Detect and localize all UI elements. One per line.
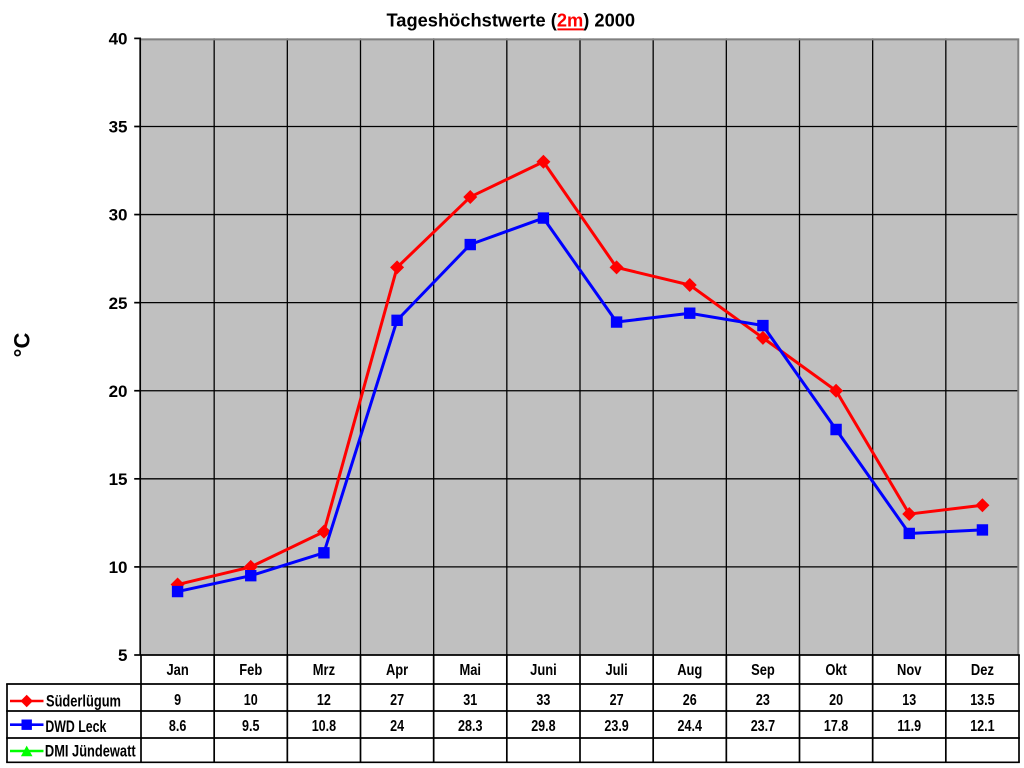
svg-text:20: 20 (829, 691, 843, 709)
svg-text:11.9: 11.9 (897, 717, 921, 735)
svg-text:26: 26 (683, 691, 697, 709)
svg-text:Okt: Okt (825, 662, 847, 679)
svg-text:Jan: Jan (166, 662, 188, 679)
svg-text:35: 35 (109, 118, 128, 137)
svg-text:Süderlügum: Süderlügum (46, 693, 121, 711)
svg-text:9: 9 (174, 691, 181, 709)
svg-text:DWD Leck: DWD Leck (45, 718, 107, 736)
svg-text:29.8: 29.8 (531, 717, 556, 735)
svg-text:Dez: Dez (971, 662, 994, 679)
svg-text:28.3: 28.3 (458, 717, 483, 735)
svg-text:23.7: 23.7 (751, 717, 776, 735)
svg-text:24.4: 24.4 (678, 717, 703, 735)
svg-text:8.6: 8.6 (169, 717, 187, 735)
svg-text:20: 20 (109, 382, 128, 401)
svg-text:31: 31 (463, 691, 477, 709)
svg-text:5: 5 (118, 646, 127, 665)
svg-text:27: 27 (390, 691, 404, 709)
svg-text:Mrz: Mrz (313, 662, 335, 679)
svg-text:12.1: 12.1 (970, 717, 995, 735)
svg-text:9.5: 9.5 (242, 717, 260, 735)
svg-text:Nov: Nov (897, 662, 922, 679)
svg-text:Feb: Feb (239, 662, 262, 679)
svg-text:24: 24 (390, 717, 404, 735)
svg-text:10: 10 (109, 558, 128, 577)
svg-text:12: 12 (317, 691, 331, 709)
svg-text:33: 33 (536, 691, 550, 709)
svg-text:40: 40 (109, 30, 128, 49)
svg-text:Tageshöchstwerte (2m) 2000: Tageshöchstwerte (2m) 2000 (387, 10, 636, 31)
svg-text:10: 10 (244, 691, 258, 709)
svg-text:DMI Jündewatt: DMI Jündewatt (45, 743, 136, 761)
svg-text:13: 13 (902, 691, 916, 709)
svg-text:13.5: 13.5 (970, 691, 995, 709)
svg-text:Juni: Juni (530, 662, 557, 679)
svg-text:23: 23 (756, 691, 770, 709)
svg-text:23.9: 23.9 (604, 717, 629, 735)
svg-text:Apr: Apr (386, 662, 409, 679)
svg-text:°C: °C (10, 333, 35, 358)
svg-text:17.8: 17.8 (824, 717, 849, 735)
svg-text:10.8: 10.8 (312, 717, 337, 735)
svg-text:Mai: Mai (459, 662, 481, 679)
svg-text:30: 30 (109, 206, 128, 225)
svg-text:Juli: Juli (605, 662, 627, 679)
svg-text:Aug: Aug (677, 662, 702, 679)
svg-text:27: 27 (610, 691, 624, 709)
svg-text:Sep: Sep (751, 662, 775, 679)
svg-text:25: 25 (109, 294, 128, 313)
svg-text:15: 15 (109, 470, 128, 489)
